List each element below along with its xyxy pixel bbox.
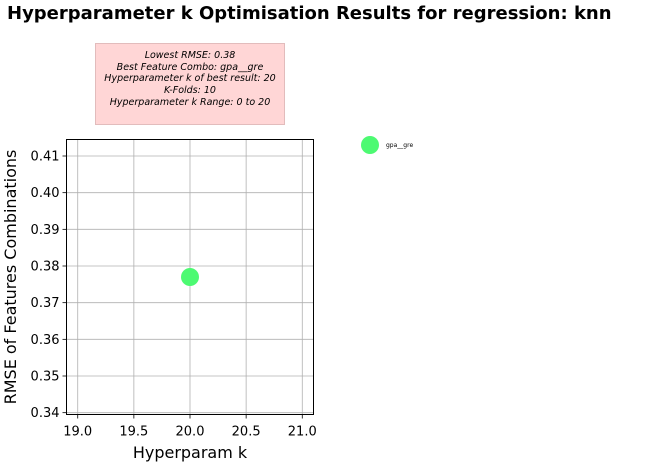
y-axis-ticks: 0.34 0.35 0.36 0.37 0.38 0.39 0.40 0.41 — [31, 150, 67, 421]
x-axis-ticks: 19.0 19.5 20.0 20.5 21.0 — [63, 414, 317, 440]
annotation-line-5: Hyperparameter k Range: 0 to 20 — [110, 97, 271, 108]
y-tick-label: 0.40 — [31, 186, 60, 201]
chart-title: Hyperparameter k Optimisation Results fo… — [7, 3, 612, 24]
y-tick-label: 0.36 — [31, 333, 60, 348]
y-tick-label: 0.35 — [31, 370, 60, 385]
annotation-line-2: Best Feature Combo: gpa__gre — [117, 62, 264, 73]
y-tick-label: 0.38 — [31, 260, 60, 275]
data-points — [181, 268, 199, 286]
y-tick-label: 0.39 — [31, 223, 60, 238]
y-axis-label: RMSE of Features Combinations — [1, 150, 20, 405]
annotation-background — [95, 43, 285, 125]
x-tick-label: 20.5 — [232, 425, 261, 440]
x-tick-label: 19.0 — [63, 425, 92, 440]
y-tick-label: 0.34 — [31, 406, 60, 421]
x-tick-label: 20.0 — [176, 425, 205, 440]
annotation-box: Lowest RMSE: 0.38 Best Feature Combo: gp… — [95, 43, 285, 125]
annotation-line-1: Lowest RMSE: 0.38 — [145, 50, 236, 61]
x-tick-label: 21.0 — [288, 425, 317, 440]
x-tick-label: 19.5 — [119, 425, 148, 440]
annotation-line-4: K-Folds: 10 — [164, 85, 216, 96]
x-axis-label: Hyperparam k — [133, 443, 248, 462]
grid-lines — [66, 139, 314, 415]
y-tick-label: 0.41 — [31, 150, 60, 165]
legend-label: gpa__gre — [386, 142, 413, 149]
legend: gpa__gre — [361, 136, 413, 154]
annotation-line-3: Hyperparameter k of best result: 20 — [104, 73, 275, 84]
y-tick-label: 0.37 — [31, 296, 60, 311]
data-point — [181, 268, 199, 286]
legend-marker — [361, 136, 379, 154]
